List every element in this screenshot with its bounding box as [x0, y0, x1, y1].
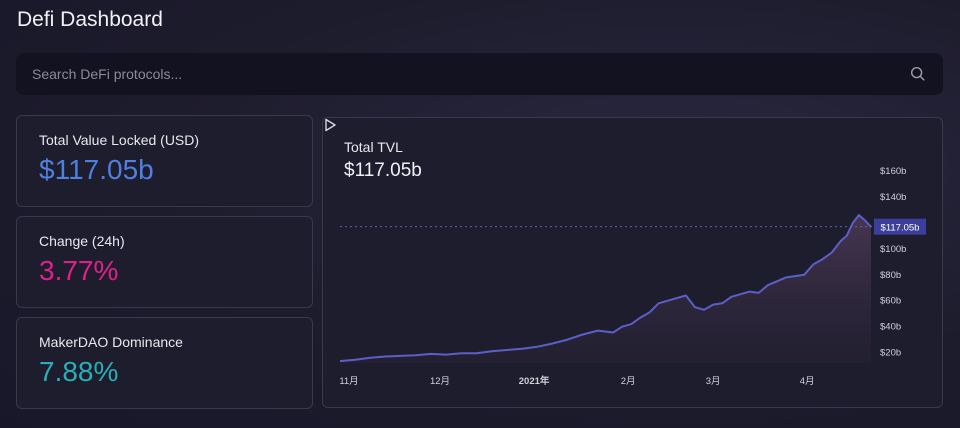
- change-card: Change (24h) 3.77%: [16, 216, 313, 308]
- search-bar[interactable]: [16, 53, 943, 95]
- change-label: Change (24h): [39, 233, 125, 249]
- page-title: Defi Dashboard: [17, 8, 163, 31]
- tvl-card: Total Value Locked (USD) $117.05b: [16, 115, 313, 207]
- y-tick-label: $40b: [880, 322, 901, 333]
- y-tick-label: $160b: [880, 166, 906, 177]
- x-tick-label: 2月: [621, 376, 636, 387]
- x-tick-label: 4月: [800, 376, 815, 387]
- current-value-label: $117.05b: [881, 223, 920, 234]
- tvl-area-chart[interactable]: $117.05b $20b $40b $60b $80b $100b $140b $160b 1…: [323, 118, 942, 407]
- chart-current-value: $117.05b: [344, 160, 422, 181]
- y-tick-label: $20b: [880, 348, 901, 359]
- y-tick-label: $140b: [880, 192, 906, 203]
- tvl-series-line: [339, 214, 872, 363]
- tvl-label: Total Value Locked (USD): [39, 132, 200, 148]
- tvl-area-fill: [340, 215, 871, 363]
- dominance-label: MakerDAO Dominance: [39, 334, 183, 350]
- tvl-value: $117.05b: [39, 154, 154, 185]
- current-value-marker: [874, 218, 926, 235]
- tvl-chart-card: Total TVL $117.05b $117.05b $20b $40b $60b $…: [322, 117, 943, 408]
- search-icon[interactable]: [909, 65, 927, 83]
- change-value: 3.77%: [39, 255, 119, 286]
- y-tick-label: $60b: [880, 296, 901, 307]
- chart-title: Total TVL: [344, 139, 403, 155]
- y-tick-label: $80b: [880, 270, 901, 281]
- x-tick-label: 12月: [430, 376, 450, 387]
- play-icon[interactable]: [323, 118, 337, 132]
- x-tick-label: 2021年: [519, 375, 550, 387]
- dominance-value: 7.88%: [39, 356, 119, 387]
- search-input[interactable]: [32, 66, 909, 82]
- x-tick-label: 11月: [339, 376, 358, 387]
- y-tick-label: $100b: [880, 244, 906, 255]
- x-tick-label: 3月: [706, 376, 721, 387]
- dominance-card: MakerDAO Dominance 7.88%: [16, 317, 313, 409]
